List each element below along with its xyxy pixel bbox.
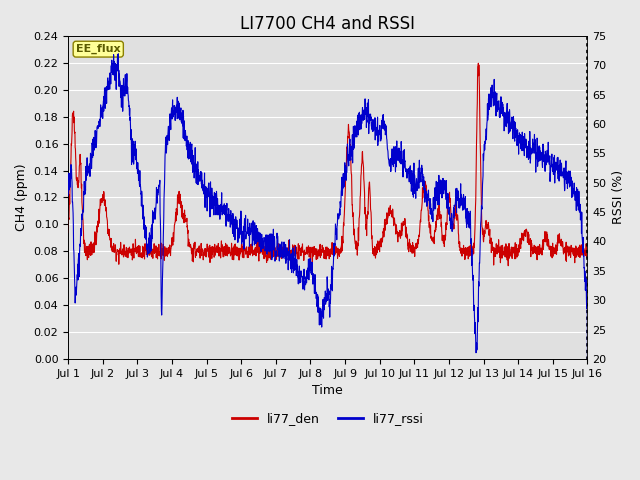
Text: EE_flux: EE_flux [76, 44, 120, 54]
Title: LI7700 CH4 and RSSI: LI7700 CH4 and RSSI [240, 15, 415, 33]
Y-axis label: CH4 (ppm): CH4 (ppm) [15, 164, 28, 231]
Y-axis label: RSSI (%): RSSI (%) [612, 170, 625, 225]
X-axis label: Time: Time [312, 384, 343, 397]
Legend: li77_den, li77_rssi: li77_den, li77_rssi [227, 407, 429, 430]
